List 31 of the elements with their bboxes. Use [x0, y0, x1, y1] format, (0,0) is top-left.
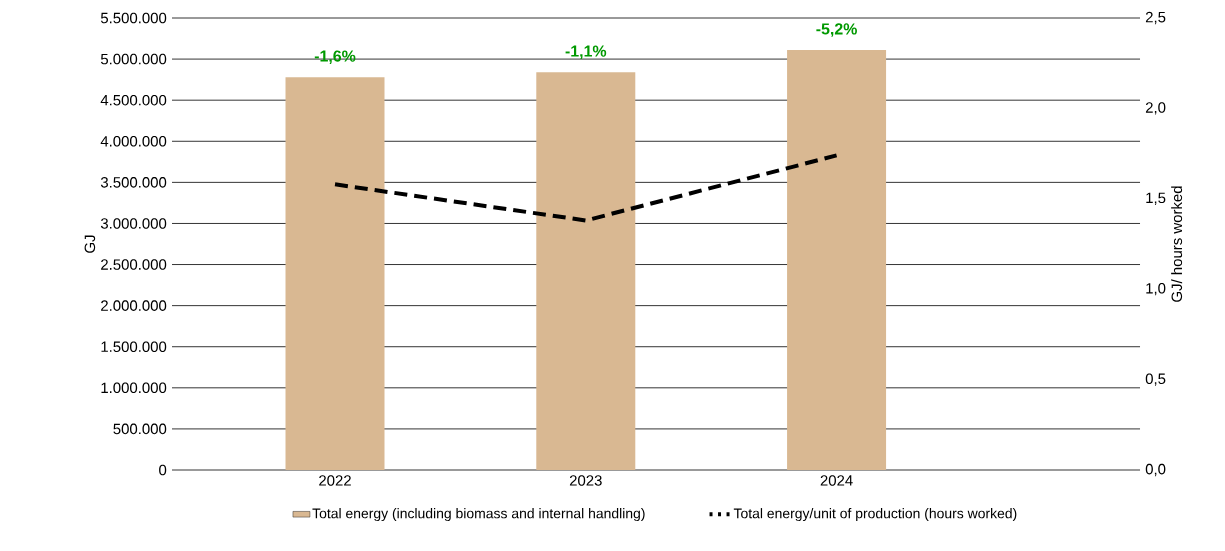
annotation: -1,1%: [565, 45, 607, 60]
y2-tick-label: 0,0: [1145, 463, 1166, 477]
x-tick-label: 2024: [820, 475, 853, 486]
y-tick-label: 3.000.000: [100, 218, 167, 229]
bar: [787, 50, 887, 470]
x-tick-label: 2022: [319, 475, 351, 486]
y-tick-label: 2.000.000: [101, 300, 167, 311]
y2-tick-label: 0,5: [1145, 373, 1166, 386]
bar: [285, 77, 385, 470]
y-tick-label: 4.000.000: [100, 135, 167, 147]
legend-label: Total energy (including biomass and internal handling): [312, 508, 645, 522]
y2-tick-label: 2,0: [1145, 102, 1166, 115]
legend-label: Total energy/unit of production (hours worked): [733, 508, 1017, 522]
x-tick-label: 2023: [569, 475, 602, 486]
y-axis-title: GJ: [84, 235, 96, 253]
y-tick-label: 1.500.000: [101, 341, 167, 353]
y-tick-label: 1.000.000: [101, 382, 167, 394]
y2-tick-label: 1,5: [1146, 192, 1166, 205]
y-tick-label: 3.500.000: [100, 177, 167, 188]
y-tick-label: 2.500.000: [101, 259, 167, 270]
y-tick-label: 500.000: [113, 423, 167, 435]
y-tick-label: 5.000.000: [100, 53, 167, 65]
y2-axis-title: GJ/ hours worked: [1171, 186, 1183, 302]
y-tick-label: 4.500.000: [100, 94, 167, 106]
bar: [536, 72, 636, 470]
annotation: -1,6%: [314, 50, 356, 64]
y2-tick-label: 1,0: [1146, 283, 1166, 296]
annotation: -5,2%: [816, 23, 857, 37]
y-tick-label: 5.500.000: [100, 12, 167, 24]
y-tick-label: 0: [159, 464, 167, 476]
y2-tick-label: 2,5: [1145, 11, 1166, 25]
